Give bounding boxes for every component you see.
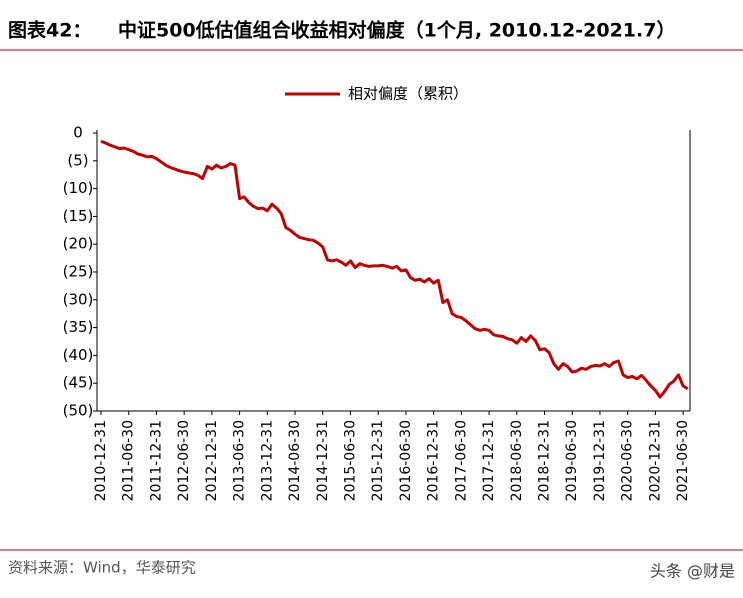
x-tick-label: 2016-12-31 <box>426 420 442 501</box>
figure-label: 图表42： <box>8 19 91 42</box>
x-tick-label: 2012-06-30 <box>176 420 192 501</box>
x-tick-label: 2014-06-30 <box>287 420 303 501</box>
x-tick-label: 2017-06-30 <box>453 420 469 501</box>
x-tick-label: 2011-06-30 <box>121 420 137 501</box>
y-tick-label: (50) <box>63 402 94 420</box>
x-tick-label: 2018-06-30 <box>509 420 525 501</box>
x-tick-label: 2018-12-31 <box>537 420 553 501</box>
x-tick-label: 2019-06-30 <box>564 420 580 501</box>
y-tick-label: (45) <box>63 374 94 392</box>
y-tick-label: (10) <box>63 179 94 197</box>
x-tick-label: 2016-06-30 <box>398 420 414 501</box>
y-tick-label: (25) <box>63 263 94 281</box>
y-tick-label: (40) <box>63 346 94 364</box>
watermark: 头条 @财是 <box>650 562 735 581</box>
x-tick-label: 2015-06-30 <box>342 420 358 501</box>
source: 资料来源：Wind，华泰研究 <box>8 559 196 577</box>
y-tick-label: (20) <box>63 235 94 253</box>
y-tick-label: (15) <box>63 207 94 225</box>
y-tick-label: (5) <box>67 151 88 169</box>
x-tick-label: 2013-06-30 <box>232 420 248 501</box>
series-line <box>100 139 689 399</box>
x-tick-label: 2010-12-31 <box>93 420 109 501</box>
y-tick-label: (30) <box>63 290 94 308</box>
x-tick-label: 2011-12-31 <box>148 420 164 501</box>
chart-title: 中证500低估值组合收益相对偏度（1个月, 2010.12-2021.7） <box>118 19 675 42</box>
x-tick-label: 2013-12-31 <box>259 420 275 501</box>
x-tick-label: 2020-12-31 <box>647 420 663 501</box>
legend-label: 相对偏度（累积） <box>348 85 468 103</box>
x-tick-label: 2021-06-30 <box>675 420 691 501</box>
x-tick-label: 2014-12-31 <box>315 420 331 501</box>
x-tick-label: 2012-12-31 <box>204 420 220 501</box>
y-tick-label: 0 <box>73 124 83 142</box>
y-tick-label: (35) <box>63 318 94 336</box>
x-tick-label: 2020-06-30 <box>620 420 636 501</box>
x-tick-label: 2015-12-31 <box>370 420 386 501</box>
x-tick-label: 2017-12-31 <box>481 420 497 501</box>
x-tick-label: 2019-12-31 <box>592 420 608 501</box>
